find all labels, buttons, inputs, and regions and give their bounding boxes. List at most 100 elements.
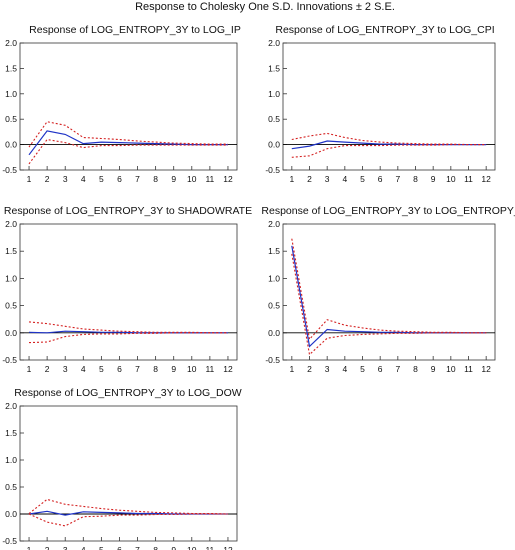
upper-band-line	[28, 498, 229, 515]
x-tick-label: 2	[45, 364, 50, 374]
y-tick-label: 2.0	[5, 219, 17, 229]
lower-band-line	[28, 332, 228, 344]
y-tick-label: 0.5	[268, 301, 280, 311]
y-tick-label: 0.0	[5, 509, 17, 519]
x-tick-label: 3	[325, 174, 330, 184]
x-tick-label: 6	[117, 364, 122, 374]
x-tick-label: 1	[27, 545, 32, 550]
x-tick-label: 11	[464, 174, 473, 184]
y-tick-label: 0.5	[5, 114, 17, 124]
plot-frame	[282, 42, 496, 171]
x-tick-label: 12	[481, 364, 491, 374]
y-tick-label: 0.5	[5, 301, 17, 311]
x-tick-label: 9	[431, 364, 436, 374]
x-tick-label: 2	[307, 364, 312, 374]
y-tick-label: 1.0	[268, 89, 280, 99]
plot-frame	[19, 223, 238, 361]
y-tick-label: 1.0	[268, 273, 280, 283]
panel-title: Response of LOG_ENTROPY_3Y to LOG_CPI	[275, 24, 494, 36]
x-tick-label: 9	[171, 174, 176, 184]
y-tick-label: 1.0	[5, 455, 17, 465]
y-tick-label: 0.5	[5, 482, 17, 492]
x-tick-label: 6	[378, 364, 383, 374]
irf-panel-5: Response of LOG_ENTROPY_3Y to LOG_DOW -0.…	[2, 387, 241, 550]
y-tick-label: 2.0	[268, 219, 280, 229]
x-tick-label: 9	[171, 545, 176, 550]
x-tick-label: 7	[395, 364, 400, 374]
panel-title: Response of LOG_ENTROPY_3Y to LOG_ENTROP…	[261, 205, 515, 217]
x-tick-label: 7	[395, 174, 400, 184]
x-tick-label: 12	[223, 174, 233, 184]
x-tick-label: 3	[63, 174, 68, 184]
x-tick-label: 10	[187, 174, 197, 184]
x-tick-label: 4	[81, 364, 86, 374]
x-tick-label: 2	[307, 174, 312, 184]
y-tick-label: 2.0	[5, 38, 17, 48]
x-tick-label: 2	[45, 174, 50, 184]
upper-band-line	[28, 321, 228, 334]
y-tick-label: 1.5	[268, 63, 280, 73]
irf-panel-2: Response of LOG_ENTROPY_3Y to LOG_CPI -0.…	[265, 24, 496, 184]
y-tick-label: 1.5	[268, 246, 280, 256]
x-tick-label: 4	[81, 545, 86, 550]
y-tick-label: 1.5	[5, 246, 17, 256]
x-tick-label: 4	[81, 174, 86, 184]
lower-band-line	[28, 513, 228, 527]
x-tick-label: 9	[431, 174, 436, 184]
x-tick-label: 5	[99, 174, 104, 184]
panel-title: Response of LOG_ENTROPY_3Y to LOG_IP	[29, 24, 241, 36]
x-tick-label: 12	[481, 174, 491, 184]
x-tick-label: 3	[325, 364, 330, 374]
upper-band-line	[28, 121, 228, 148]
x-tick-label: 7	[135, 545, 140, 550]
irf-panel-4: Response of LOG_ENTROPY_3Y to LOG_ENTROP…	[261, 205, 515, 374]
x-tick-label: 5	[360, 364, 365, 374]
x-tick-label: 11	[205, 364, 214, 374]
y-tick-label: 1.5	[5, 428, 17, 438]
x-tick-label: 12	[223, 364, 233, 374]
y-tick-label: -0.5	[265, 355, 280, 365]
x-tick-label: 8	[153, 174, 158, 184]
y-tick-label: -0.5	[2, 355, 17, 365]
plot-frame	[282, 223, 496, 361]
x-tick-label: 11	[464, 364, 473, 374]
x-tick-label: 2	[45, 545, 50, 550]
y-tick-label: 1.0	[5, 273, 17, 283]
x-tick-label: 10	[187, 545, 197, 550]
x-tick-label: 8	[413, 364, 418, 374]
y-tick-label: 0.0	[268, 328, 280, 338]
x-tick-label: 10	[187, 364, 197, 374]
x-tick-label: 7	[135, 174, 140, 184]
x-tick-label: 3	[63, 545, 68, 550]
response-line	[28, 130, 228, 156]
x-tick-label: 10	[446, 364, 456, 374]
y-tick-label: 2.0	[268, 38, 280, 48]
x-tick-label: 8	[153, 364, 158, 374]
x-tick-label: 6	[378, 174, 383, 184]
irf-panel-3: Response of LOG_ENTROPY_3Y to SHADOWRATE…	[2, 205, 252, 374]
y-tick-label: 0.5	[268, 114, 280, 124]
x-tick-label: 1	[289, 174, 294, 184]
x-tick-label: 8	[413, 174, 418, 184]
y-tick-label: -0.5	[2, 536, 17, 546]
y-tick-label: -0.5	[265, 165, 280, 175]
x-tick-label: 10	[446, 174, 456, 184]
response-line	[28, 510, 228, 516]
y-tick-label: -0.5	[2, 165, 17, 175]
x-tick-label: 4	[342, 364, 347, 374]
figure-title: Response to Cholesky One S.D. Innovation…	[135, 1, 395, 13]
x-tick-label: 5	[99, 364, 104, 374]
upper-band-line	[291, 238, 487, 341]
y-tick-label: 2.0	[5, 401, 17, 411]
panel-title: Response of LOG_ENTROPY_3Y to LOG_DOW	[14, 387, 241, 399]
panel-title: Response of LOG_ENTROPY_3Y to SHADOWRATE	[4, 205, 252, 217]
x-tick-label: 3	[63, 364, 68, 374]
y-tick-label: 1.0	[5, 89, 17, 99]
x-tick-label: 6	[117, 174, 122, 184]
lower-band-line	[291, 253, 487, 356]
x-tick-label: 5	[99, 545, 104, 550]
x-tick-label: 12	[223, 545, 233, 550]
x-tick-label: 4	[342, 174, 347, 184]
y-tick-label: 0.0	[5, 140, 17, 150]
